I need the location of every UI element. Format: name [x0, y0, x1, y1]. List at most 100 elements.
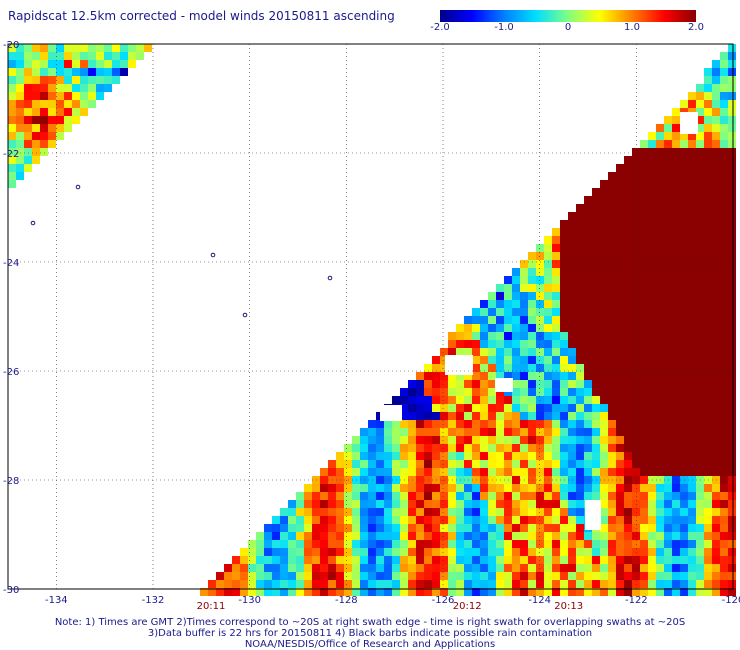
wind-diff-cell — [96, 52, 104, 60]
wind-diff-cell — [352, 508, 360, 516]
wind-diff-cell — [496, 324, 504, 332]
wind-diff-cell — [624, 188, 632, 196]
wind-diff-cell — [472, 444, 480, 452]
wind-diff-cell — [424, 588, 432, 596]
wind-diff-cell — [728, 492, 736, 500]
wind-diff-cell — [400, 388, 408, 396]
wind-diff-cell — [640, 228, 648, 236]
wind-diff-cell — [640, 492, 648, 500]
wind-diff-cell — [32, 124, 40, 132]
wind-diff-cell — [616, 404, 624, 412]
wind-diff-cell — [392, 572, 400, 580]
wind-diff-cell — [320, 468, 328, 476]
wind-diff-cell — [672, 364, 680, 372]
wind-diff-cell — [608, 228, 616, 236]
wind-diff-cell — [416, 524, 424, 532]
wind-diff-cell — [392, 500, 400, 508]
wind-diff-cell — [456, 412, 464, 420]
wind-diff-cell — [64, 108, 72, 116]
wind-diff-cell — [256, 548, 264, 556]
wind-diff-cell — [528, 444, 536, 452]
wind-diff-cell — [560, 532, 568, 540]
wind-diff-cell — [520, 308, 528, 316]
wind-diff-cell — [600, 236, 608, 244]
wind-diff-cell — [472, 484, 480, 492]
wind-diff-cell — [432, 356, 440, 364]
wind-diff-cell — [432, 404, 440, 412]
wind-diff-cell — [616, 172, 624, 180]
wind-diff-cell — [696, 396, 704, 404]
wind-diff-cell — [104, 84, 112, 92]
wind-diff-cell — [680, 452, 688, 460]
wind-diff-cell — [456, 324, 464, 332]
wind-diff-cell — [560, 228, 568, 236]
wind-diff-cell — [544, 492, 552, 500]
wind-diff-cell — [336, 548, 344, 556]
wind-diff-cell — [8, 172, 16, 180]
map-title: Rapidscat 12.5km corrected - model winds… — [8, 9, 395, 23]
wind-diff-cell — [672, 524, 680, 532]
wind-diff-cell — [368, 532, 376, 540]
wind-diff-cell — [32, 100, 40, 108]
wind-diff-cell — [264, 580, 272, 588]
wind-diff-cell — [600, 444, 608, 452]
wind-diff-cell — [688, 292, 696, 300]
wind-diff-cell — [344, 588, 352, 596]
wind-diff-cell — [648, 404, 656, 412]
wind-diff-cell — [64, 84, 72, 92]
wind-diff-cell — [288, 532, 296, 540]
wind-diff-cell — [712, 244, 720, 252]
wind-diff-cell — [512, 500, 520, 508]
wind-diff-cell — [440, 348, 448, 356]
wind-diff-cell — [56, 132, 64, 140]
wind-diff-cell — [680, 396, 688, 404]
wind-diff-cell — [640, 300, 648, 308]
wind-diff-cell — [568, 452, 576, 460]
wind-diff-cell — [552, 268, 560, 276]
wind-diff-cell — [728, 300, 736, 308]
wind-diff-cell — [712, 68, 720, 76]
wind-diff-cell — [592, 316, 600, 324]
wind-diff-cell — [512, 524, 520, 532]
wind-diff-cell — [624, 468, 632, 476]
wind-diff-cell — [440, 372, 448, 380]
wind-diff-cell — [464, 452, 472, 460]
wind-diff-cell — [488, 340, 496, 348]
wind-diff-cell — [448, 452, 456, 460]
wind-diff-cell — [544, 276, 552, 284]
wind-diff-cell — [624, 212, 632, 220]
wind-diff-cell — [368, 540, 376, 548]
wind-diff-cell — [440, 412, 448, 420]
wind-diff-cell — [712, 484, 720, 492]
wind-diff-cell — [696, 108, 704, 116]
wind-diff-cell — [40, 76, 48, 84]
wind-diff-cell — [584, 252, 592, 260]
wind-diff-cell — [584, 468, 592, 476]
wind-diff-cell — [696, 308, 704, 316]
wind-diff-cell — [648, 308, 656, 316]
wind-diff-cell — [504, 436, 512, 444]
wind-diff-cell — [568, 260, 576, 268]
wind-diff-cell — [440, 356, 448, 364]
wind-diff-cell — [576, 396, 584, 404]
wind-diff-cell — [480, 580, 488, 588]
wind-diff-cell — [624, 228, 632, 236]
wind-diff-cell — [648, 228, 656, 236]
wind-diff-cell — [272, 580, 280, 588]
longitude-tick-label: -134 — [45, 595, 68, 606]
wind-diff-cell — [520, 300, 528, 308]
wind-diff-cell — [312, 516, 320, 524]
wind-diff-cell — [304, 564, 312, 572]
wind-diff-cell — [696, 500, 704, 508]
wind-diff-cell — [424, 492, 432, 500]
wind-diff-cell — [440, 436, 448, 444]
wind-diff-cell — [304, 572, 312, 580]
wind-diff-cell — [472, 572, 480, 580]
wind-diff-cell — [376, 580, 384, 588]
wind-diff-cell — [672, 420, 680, 428]
wind-diff-cell — [592, 252, 600, 260]
wind-diff-cell — [648, 372, 656, 380]
wind-diff-cell — [672, 196, 680, 204]
wind-diff-cell — [136, 44, 144, 52]
wind-diff-cell — [424, 556, 432, 564]
